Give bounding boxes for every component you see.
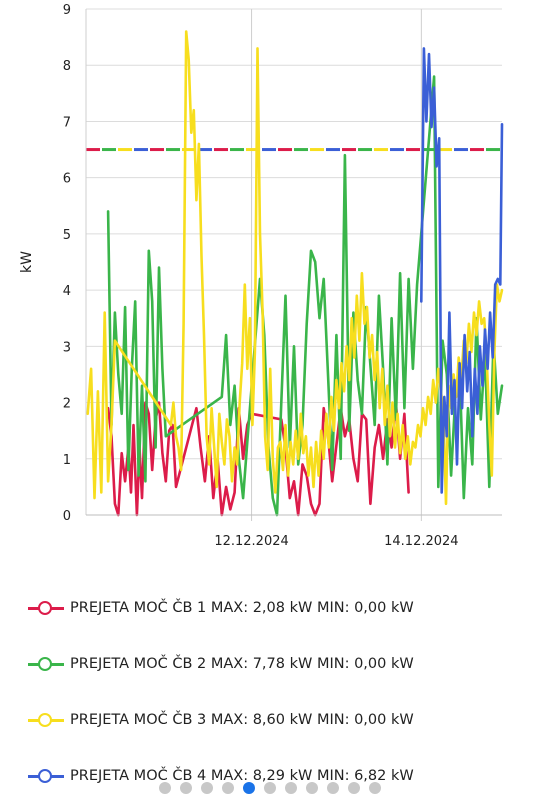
legend-label: PREJETA MOČ ČB 4 MAX: 8,29 kW MIN: 6,82 … bbox=[70, 768, 414, 784]
y-tick-label: 9 bbox=[63, 3, 71, 18]
legend: PREJETA MOČ ČB 1 MAX: 2,08 kW MIN: 0,00 … bbox=[28, 580, 528, 804]
y-tick-label: 0 bbox=[63, 509, 71, 524]
y-axis-title: kW bbox=[19, 251, 35, 273]
page-indicator bbox=[0, 782, 540, 794]
page-dot[interactable] bbox=[306, 782, 318, 794]
legend-marker-dot bbox=[38, 769, 52, 783]
page-dot[interactable] bbox=[348, 782, 360, 794]
legend-label: PREJETA MOČ ČB 1 MAX: 2,08 kW MIN: 0,00 … bbox=[70, 600, 414, 616]
power-chart: 0 1 2 3 4 5 6 7 8 9 12.12.2024 14.12.2024 kW bbox=[19, 3, 504, 549]
page-dot-active[interactable] bbox=[243, 782, 255, 794]
page-dot[interactable] bbox=[264, 782, 276, 794]
legend-marker bbox=[28, 601, 64, 615]
page-dot[interactable] bbox=[201, 782, 213, 794]
legend-marker-dot bbox=[38, 657, 52, 671]
y-tick-label: 1 bbox=[63, 453, 71, 468]
legend-marker bbox=[28, 769, 64, 783]
page-dot[interactable] bbox=[285, 782, 297, 794]
series-line-2 bbox=[106, 75, 504, 517]
legend-item[interactable]: PREJETA MOČ ČB 2 MAX: 7,78 kW MIN: 0,00 … bbox=[28, 636, 528, 692]
legend-marker bbox=[28, 713, 64, 727]
page-dot[interactable] bbox=[222, 782, 234, 794]
page-dot[interactable] bbox=[327, 782, 339, 794]
y-tick-label: 3 bbox=[63, 340, 71, 355]
series-lines bbox=[86, 30, 504, 517]
legend-label: PREJETA MOČ ČB 3 MAX: 8,60 kW MIN: 0,00 … bbox=[70, 712, 414, 728]
axes: 0 1 2 3 4 5 6 7 8 9 12.12.2024 14.12.2024 bbox=[63, 3, 502, 549]
y-tick-label: 4 bbox=[63, 284, 71, 299]
page-dot[interactable] bbox=[180, 782, 192, 794]
legend-marker bbox=[28, 657, 64, 671]
legend-item[interactable]: PREJETA MOČ ČB 1 MAX: 2,08 kW MIN: 0,00 … bbox=[28, 580, 528, 636]
legend-item[interactable]: PREJETA MOČ ČB 4 MAX: 8,29 kW MIN: 6,82 … bbox=[28, 748, 528, 804]
legend-marker-dot bbox=[38, 713, 52, 727]
y-tick-label: 2 bbox=[63, 397, 71, 412]
x-tick-label: 12.12.2024 bbox=[214, 534, 288, 549]
legend-marker-dot bbox=[38, 601, 52, 615]
page-dot[interactable] bbox=[159, 782, 171, 794]
page-dot[interactable] bbox=[369, 782, 381, 794]
series-line-4 bbox=[419, 47, 504, 494]
y-tick-label: 6 bbox=[63, 172, 71, 187]
legend-label: PREJETA MOČ ČB 2 MAX: 7,78 kW MIN: 0,00 … bbox=[70, 656, 414, 672]
legend-item[interactable]: PREJETA MOČ ČB 3 MAX: 8,60 kW MIN: 0,00 … bbox=[28, 692, 528, 748]
y-tick-label: 5 bbox=[63, 228, 71, 243]
y-tick-label: 8 bbox=[63, 59, 71, 74]
x-tick-label: 14.12.2024 bbox=[384, 534, 458, 549]
y-tick-label: 7 bbox=[63, 115, 71, 130]
